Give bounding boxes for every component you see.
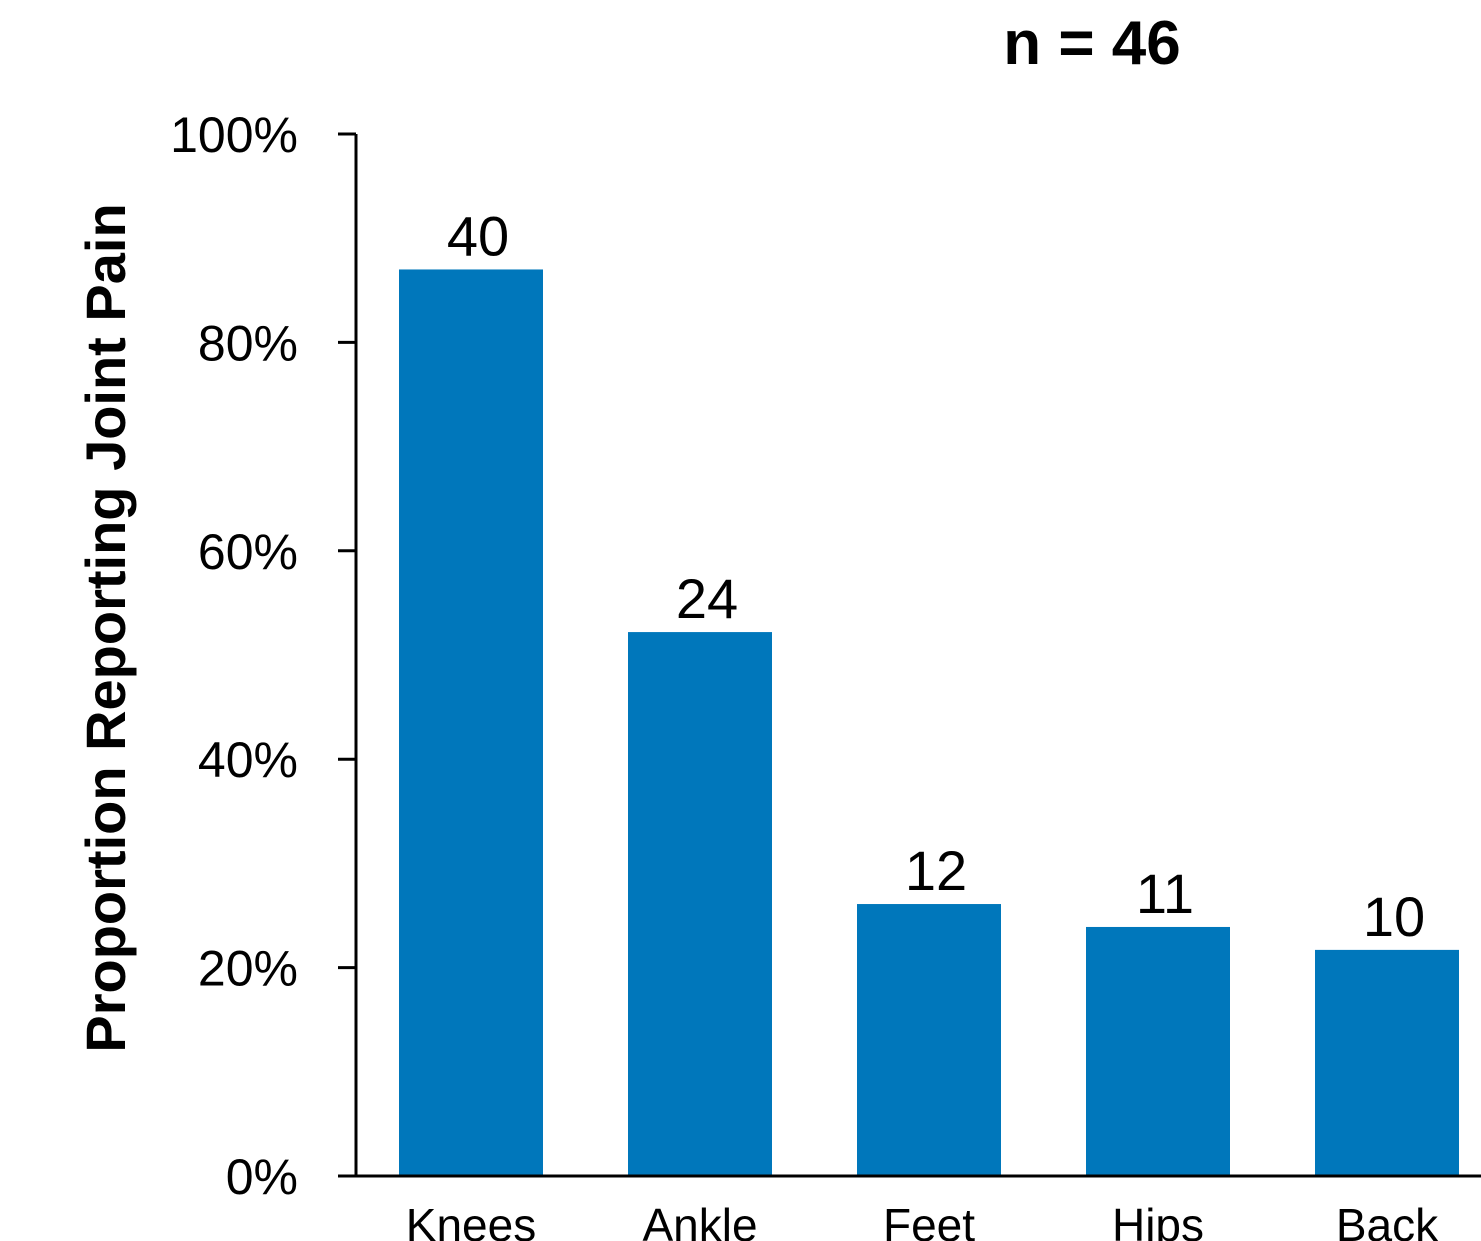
y-tick-label: 100% bbox=[170, 107, 298, 163]
bar-feet bbox=[857, 904, 1001, 1176]
category-label-feet: Feet bbox=[883, 1199, 975, 1241]
y-tick-label: 0% bbox=[226, 1149, 298, 1205]
category-label-ankle: Ankle bbox=[642, 1199, 757, 1241]
bar-back bbox=[1315, 949, 1459, 1176]
chart-title: n = 46 bbox=[1003, 9, 1181, 78]
bar-ankle bbox=[628, 632, 772, 1176]
category-label-hips: Hips bbox=[1112, 1199, 1204, 1241]
category-label-back: Back bbox=[1336, 1199, 1439, 1241]
bars-group: 40 24 12 11 10 bbox=[399, 204, 1459, 1177]
y-tick-label: 20% bbox=[198, 941, 298, 997]
y-tick-label: 60% bbox=[198, 524, 298, 580]
data-label-feet: 12 bbox=[905, 839, 967, 902]
x-axis-category-labels: Knees Ankle Feet Hips Back bbox=[406, 1199, 1439, 1241]
category-label-knees: Knees bbox=[406, 1199, 536, 1241]
bar-knees bbox=[399, 269, 543, 1177]
y-tick-label: 40% bbox=[198, 732, 298, 788]
y-tick-label: 80% bbox=[198, 315, 298, 371]
data-label-knees: 40 bbox=[447, 204, 509, 267]
data-label-ankle: 24 bbox=[676, 567, 738, 630]
bar-hips bbox=[1086, 926, 1230, 1176]
y-axis-label: Proportion Reporting Joint Pain bbox=[74, 203, 137, 1052]
data-label-back: 10 bbox=[1363, 885, 1425, 948]
data-label-hips: 11 bbox=[1136, 862, 1194, 925]
y-axis-ticks: 0% 20% 40% 60% 80% 100% bbox=[170, 107, 356, 1205]
